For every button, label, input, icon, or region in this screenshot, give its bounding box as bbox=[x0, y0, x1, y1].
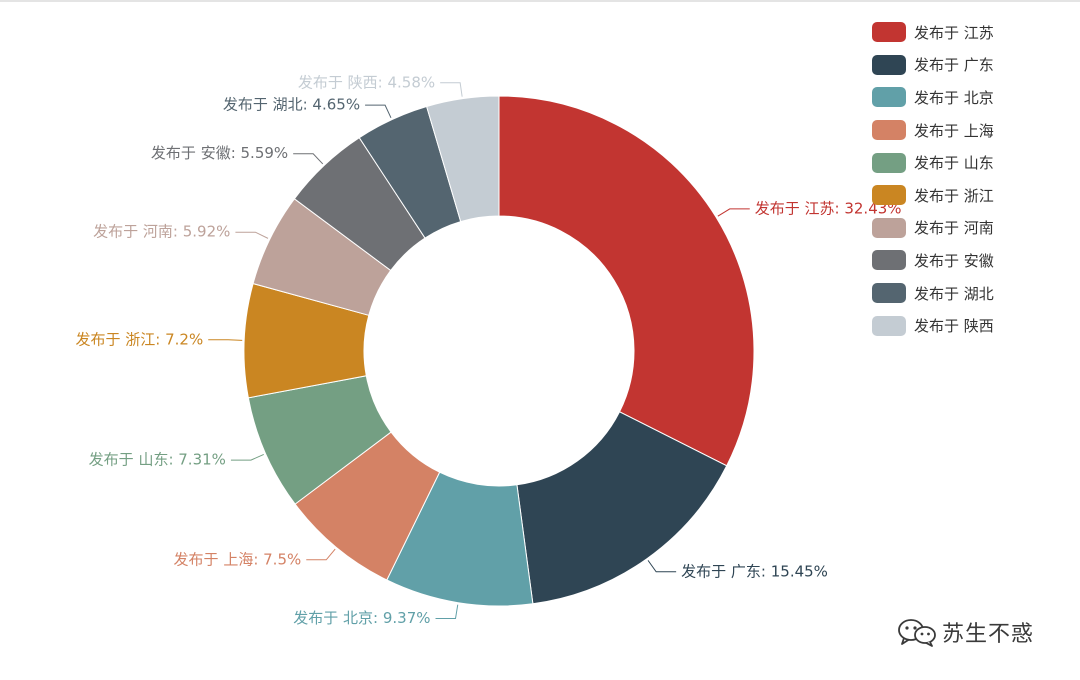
slice-label-9: 发布于 陕西: 4.58% bbox=[298, 73, 435, 91]
legend-swatch bbox=[872, 22, 906, 43]
legend-item-2[interactable]: 发布于 北京 bbox=[872, 81, 994, 114]
label-line-9 bbox=[440, 82, 463, 97]
label-leader-lines bbox=[208, 82, 750, 619]
legend-item-6[interactable]: 发布于 河南 bbox=[872, 212, 994, 245]
legend-swatch bbox=[872, 315, 906, 336]
legend-label: 发布于 江苏 bbox=[914, 23, 994, 42]
legend-label: 发布于 湖北 bbox=[914, 284, 994, 303]
slice-labels: 发布于 江苏: 32.43% 发布于 广东: 15.45% 发布于 北京: 9.37… bbox=[76, 73, 902, 627]
label-line-8 bbox=[365, 104, 392, 119]
label-line-4 bbox=[230, 454, 264, 461]
slice-label-0: 发布于 江苏: 32.43% bbox=[755, 199, 902, 217]
label-line-1 bbox=[647, 560, 677, 573]
legend-label: 发布于 上海 bbox=[914, 121, 994, 140]
slice-label-1: 发布于 广东: 15.45% bbox=[681, 562, 828, 580]
pie-slice-0[interactable] bbox=[498, 95, 755, 467]
legend-label: 发布于 广东 bbox=[914, 56, 994, 75]
legend-item-1[interactable]: 发布于 广东 bbox=[872, 49, 994, 82]
slice-label-5: 发布于 浙江: 7.2% bbox=[76, 330, 204, 348]
slice-label-6: 发布于 河南: 5.92% bbox=[93, 223, 230, 241]
legend-label: 发布于 陕西 bbox=[914, 317, 994, 336]
legend-item-4[interactable]: 发布于 山东 bbox=[872, 146, 994, 179]
legend-label: 发布于 北京 bbox=[914, 88, 994, 107]
slice-label-2: 发布于 北京: 9.37% bbox=[293, 609, 430, 627]
pie-slice-1[interactable] bbox=[516, 411, 728, 605]
slice-label-3: 发布于 上海: 7.5% bbox=[174, 550, 302, 568]
label-line-2 bbox=[435, 604, 459, 619]
legend-item-3[interactable]: 发布于 上海 bbox=[872, 114, 994, 147]
legend-swatch bbox=[872, 185, 906, 206]
legend-swatch bbox=[872, 54, 906, 75]
label-line-3 bbox=[306, 548, 336, 561]
watermark-text: 苏生不惑 bbox=[942, 622, 1035, 647]
slice-label-4: 发布于 山东: 7.31% bbox=[89, 451, 226, 469]
slice-label-8: 发布于 湖北: 4.65% bbox=[223, 96, 360, 114]
chart-legend: 发布于 江苏 发布于 广东 发布于 北京 发布于 上海 发布于 山东 发布于 浙江 发布于 … bbox=[872, 16, 994, 342]
legend-label: 发布于 河南 bbox=[914, 219, 994, 238]
legend-label: 发布于 浙江 bbox=[914, 186, 994, 205]
legend-swatch bbox=[872, 120, 906, 141]
legend-swatch bbox=[872, 87, 906, 108]
legend-label: 发布于 山东 bbox=[914, 154, 994, 173]
legend-swatch bbox=[872, 152, 906, 173]
legend-item-8[interactable]: 发布于 湖北 bbox=[872, 277, 994, 310]
legend-item-7[interactable]: 发布于 安徽 bbox=[872, 244, 994, 277]
donut-slices bbox=[243, 95, 755, 607]
label-line-0 bbox=[717, 208, 750, 217]
slice-label-7: 发布于 安徽: 5.59% bbox=[151, 144, 288, 162]
legend-swatch bbox=[872, 283, 906, 304]
label-line-5 bbox=[208, 339, 243, 341]
top-divider bbox=[0, 0, 1080, 2]
legend-item-5[interactable]: 发布于 浙江 bbox=[872, 179, 994, 212]
legend-swatch bbox=[872, 250, 906, 271]
watermark: 苏生不惑 bbox=[896, 616, 1034, 648]
legend-item-0[interactable]: 发布于 江苏 bbox=[872, 16, 994, 49]
legend-label: 发布于 安徽 bbox=[914, 251, 994, 270]
legend-item-9[interactable]: 发布于 陕西 bbox=[872, 309, 994, 342]
wechat-icon bbox=[898, 619, 936, 647]
label-line-7 bbox=[293, 153, 324, 165]
pie-slice-9[interactable] bbox=[426, 95, 500, 223]
label-line-6 bbox=[235, 231, 269, 239]
legend-swatch bbox=[872, 217, 906, 238]
